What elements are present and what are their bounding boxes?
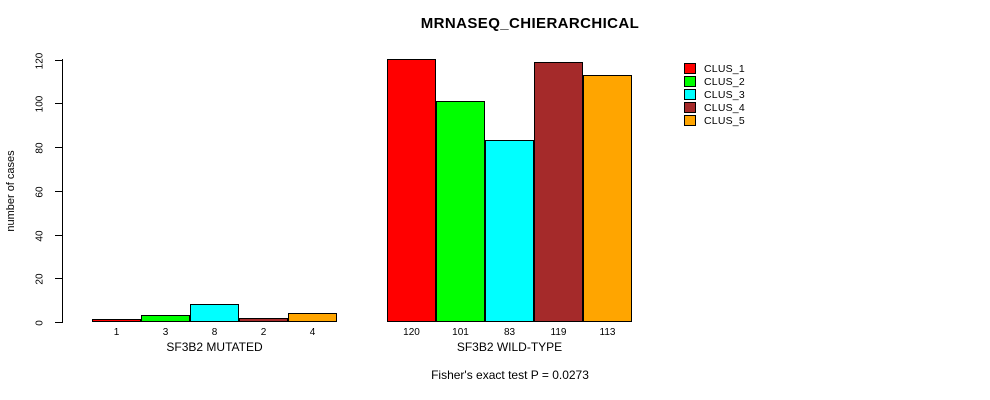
bar-clus_3-group2: [485, 140, 534, 322]
legend-label: CLUS_1: [704, 62, 745, 75]
bar-value-label: 83: [503, 327, 516, 338]
legend-item: CLUS_1: [684, 62, 745, 75]
y-tick-label: 80: [34, 141, 46, 154]
legend-label: CLUS_2: [704, 75, 745, 88]
legend-item: CLUS_2: [684, 75, 745, 88]
y-tick-label: 60: [34, 185, 46, 198]
y-tick-label: 100: [34, 95, 46, 112]
bar-clus_1-group1: [92, 319, 141, 322]
y-tick-label: 20: [34, 272, 46, 285]
y-tick-mark: [55, 60, 62, 61]
legend-label: CLUS_5: [704, 114, 745, 127]
y-tick-mark: [55, 103, 62, 104]
bar-clus_4-group2: [534, 62, 583, 322]
y-tick-mark: [55, 147, 62, 148]
bar-clus_5-group2: [583, 75, 632, 322]
annotation-text: Fisher's exact test P = 0.0273: [431, 368, 589, 382]
bar-clus_2-group1: [141, 315, 190, 322]
y-tick-mark: [55, 278, 62, 279]
bar-value-label: 120: [403, 327, 420, 338]
y-tick-label: 0: [34, 319, 46, 326]
y-axis-line: [62, 59, 63, 323]
bar-value-label: 3: [162, 327, 169, 338]
bar-clus_1-group2: [387, 59, 436, 322]
legend-item: CLUS_4: [684, 101, 745, 114]
y-tick-mark: [55, 191, 62, 192]
bar-value-label: 119: [550, 327, 567, 338]
legend-label: CLUS_3: [704, 88, 745, 101]
legend: CLUS_1 CLUS_2 CLUS_3 CLUS_4 CLUS_5: [684, 62, 745, 127]
bar-value-label: 101: [452, 327, 469, 338]
bar-clus_2-group2: [436, 101, 485, 322]
y-tick-mark: [55, 235, 62, 236]
legend-swatch-icon: [684, 89, 696, 100]
bar-value-label: 8: [211, 327, 218, 338]
legend-item: CLUS_3: [684, 88, 745, 101]
y-axis-label: number of cases: [5, 150, 17, 232]
group-label-1: SF3B2 MUTATED: [166, 340, 263, 354]
legend-swatch-icon: [684, 115, 696, 126]
legend-swatch-icon: [684, 63, 696, 74]
bar-value-label: 2: [260, 327, 267, 338]
bar-clus_3-group1: [190, 304, 239, 322]
legend-label: CLUS_4: [704, 101, 745, 114]
chart-title: MRNASEQ_CHIERARCHICAL: [420, 15, 640, 32]
y-tick-mark: [55, 322, 62, 323]
legend-swatch-icon: [684, 76, 696, 87]
bar-value-label: 4: [309, 327, 316, 338]
legend-item: CLUS_5: [684, 114, 745, 127]
y-tick-label: 40: [34, 229, 46, 242]
bar-value-label: 113: [599, 327, 616, 338]
group-label-2: SF3B2 WILD-TYPE: [456, 340, 563, 354]
bar-clus_5-group1: [288, 313, 337, 322]
legend-swatch-icon: [684, 102, 696, 113]
y-tick-label: 120: [34, 52, 46, 69]
bar-clus_4-group1: [239, 318, 288, 322]
bar-value-label: 1: [113, 327, 120, 338]
